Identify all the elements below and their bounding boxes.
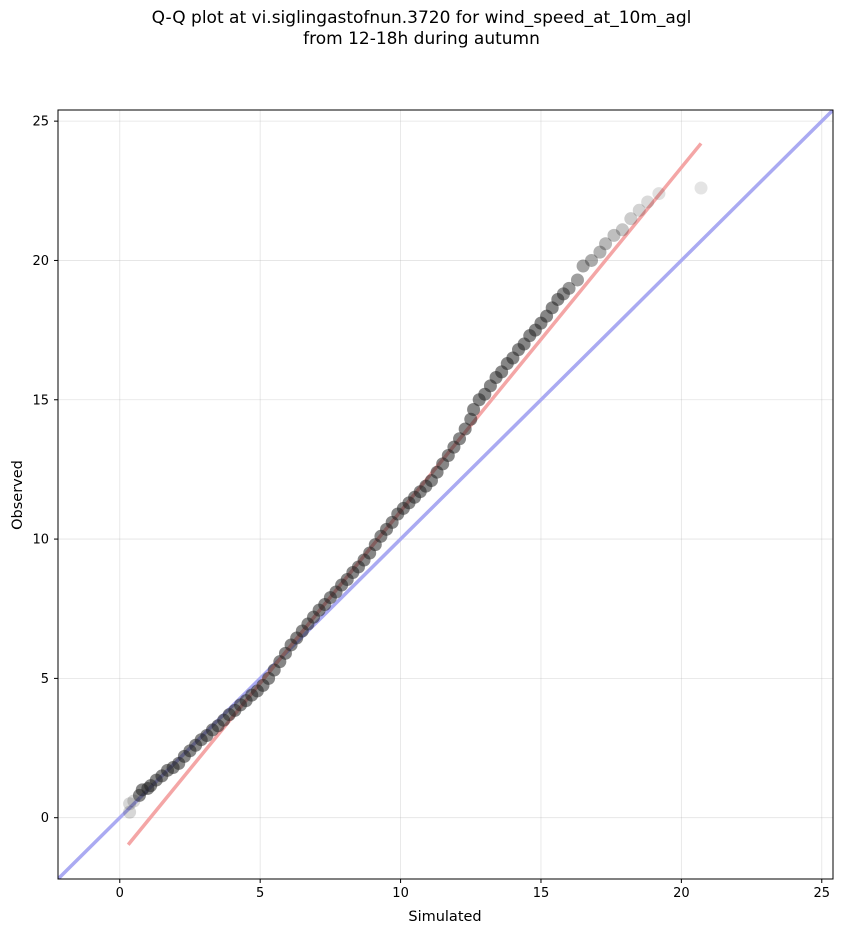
y-axis-label: Observed: [10, 460, 26, 530]
chart-title-line-2: from 12-18h during autumn: [303, 29, 540, 49]
data-point: [467, 403, 481, 417]
ticks: 0 5 10 15 20 25 0 5 10 15 20 25: [32, 115, 830, 901]
data-point: [123, 805, 137, 819]
x-tick-label: 0: [116, 886, 124, 901]
data-point: [464, 412, 478, 426]
data-point: [624, 212, 638, 226]
data-point: [576, 259, 590, 273]
plot-frame: [57, 109, 834, 880]
data-point: [615, 223, 629, 237]
data-point: [123, 797, 137, 811]
points-layer: [123, 181, 708, 819]
x-tick-label: 10: [392, 886, 409, 901]
data-point: [453, 432, 467, 446]
y-tick-label: 10: [32, 533, 49, 548]
data-point: [632, 203, 646, 217]
data-point: [607, 228, 621, 242]
data-point: [593, 245, 607, 259]
x-axis-label: Simulated: [408, 909, 481, 925]
chart-title: Q-Q plot at vi.siglingastofnun.3720 for …: [0, 8, 843, 50]
data-point: [641, 195, 655, 209]
data-point: [585, 253, 599, 267]
x-tick-label: 20: [673, 886, 690, 901]
x-tick-label: 25: [813, 886, 830, 901]
data-point: [556, 287, 570, 301]
data-point: [694, 181, 708, 195]
grid: [58, 110, 833, 879]
y-tick-label: 25: [32, 115, 49, 130]
data-point: [570, 273, 584, 287]
x-tick-label: 15: [533, 886, 550, 901]
x-tick-label: 5: [256, 886, 264, 901]
data-point: [599, 237, 613, 251]
y-tick-label: 0: [41, 811, 49, 826]
data-point: [652, 187, 666, 201]
y-tick-label: 5: [41, 672, 49, 687]
data-point: [562, 281, 576, 295]
data-point: [458, 422, 472, 436]
y-tick-label: 20: [32, 254, 49, 269]
chart-title-line-1: Q-Q plot at vi.siglingastofnun.3720 for …: [151, 8, 692, 28]
y-tick-label: 15: [32, 393, 49, 408]
